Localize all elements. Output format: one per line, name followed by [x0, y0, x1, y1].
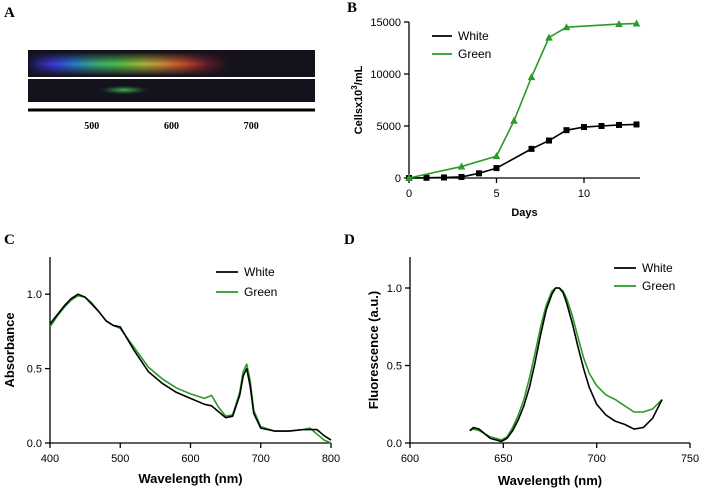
- x-tick-label: 600: [401, 453, 419, 465]
- panel-c: C 400 500 600 700 800 0.0 0.5 1.0 Wavelength (nm)…: [2, 232, 340, 486]
- legend-label-green: Green: [458, 47, 491, 61]
- data-point-white: [581, 124, 587, 131]
- y-axis-title-units: /mL: [353, 65, 365, 85]
- x-axis-title: Days: [511, 207, 537, 219]
- legend-label-white: White: [458, 29, 489, 43]
- green-light-spectrum-band: [96, 85, 152, 95]
- data-point-white: [476, 170, 482, 177]
- x-tick-label: 750: [681, 453, 699, 465]
- x-tick-label: 400: [41, 453, 59, 465]
- panel-a: A 500 600 700: [4, 5, 315, 132]
- panel-letter: B: [347, 0, 357, 16]
- data-point-green: [510, 116, 518, 124]
- panel-letter: C: [4, 232, 15, 248]
- data-point-green: [615, 20, 623, 28]
- y-axis-title: Cellsx103/mL: [350, 65, 365, 134]
- series-line-green: [408, 22, 637, 179]
- y-tick-label: 0.0: [27, 438, 42, 450]
- data-point-white: [493, 165, 500, 172]
- data-point-white: [528, 145, 535, 152]
- y-axis-title-main: Cellsx10: [353, 90, 365, 135]
- data-point-white: [546, 137, 552, 144]
- series-line-green: [49, 294, 332, 444]
- y-tick-label: 5000: [377, 121, 401, 133]
- y-axis-title: Absorbance: [2, 312, 17, 387]
- x-tick-label: 500: [111, 453, 129, 465]
- x-tick-label: 10: [578, 188, 590, 200]
- y-tick-label: 10000: [370, 69, 401, 81]
- data-point-green: [632, 19, 641, 27]
- series-line-white: [49, 293, 332, 441]
- spectrum-tick-label: 700: [244, 121, 259, 132]
- data-point-green: [492, 152, 501, 160]
- legend-label-white: White: [642, 261, 673, 275]
- x-axis-title: Wavelength (nm): [138, 471, 242, 486]
- x-tick-label: 800: [322, 453, 340, 465]
- x-tick-label: 5: [493, 188, 499, 200]
- data-point-white: [633, 121, 640, 128]
- panel-letter-a: A: [4, 5, 15, 21]
- y-tick-label: 0: [395, 173, 401, 185]
- x-tick-label: 700: [252, 453, 270, 465]
- panel-d: D 600 650 700 750 0.0 0.5 1.0 Wavelength (nm) Flu…: [344, 232, 699, 488]
- y-tick-label: 0.0: [387, 438, 402, 450]
- data-point-white: [441, 174, 447, 181]
- data-point-white: [616, 121, 622, 128]
- y-tick-label: 1.0: [27, 289, 42, 301]
- data-point-green: [562, 23, 571, 31]
- y-tick-label: 15000: [370, 17, 401, 29]
- x-tick-label: 0: [406, 188, 412, 200]
- x-tick-label: 600: [181, 453, 199, 465]
- spectrum-tick-label: 500: [84, 121, 99, 132]
- data-point-green: [545, 33, 553, 41]
- y-axis-title: Fluorescence (a.u.): [366, 291, 381, 409]
- panel-letter: D: [344, 232, 355, 248]
- data-point-green: [405, 174, 413, 181]
- series-line-white: [469, 287, 663, 443]
- white-light-spectrum-band: [28, 52, 315, 76]
- spectrum-tick-label: 600: [164, 121, 179, 132]
- y-tick-label: 0.5: [27, 364, 42, 376]
- green-light-spectrum-strip: [28, 79, 315, 102]
- x-tick-label: 650: [494, 453, 512, 465]
- y-axis-title-superscript: 3: [350, 85, 359, 90]
- legend-label-green: Green: [244, 285, 277, 299]
- data-point-white: [423, 174, 430, 181]
- legend-label-green: Green: [642, 279, 675, 293]
- panel-b: B 0 5 10 0 5000 10000 15000 Days Cellsx103/mL Whit…: [347, 0, 641, 219]
- x-axis-title: Wavelength (nm): [498, 473, 602, 488]
- data-point-white: [458, 173, 465, 180]
- series-line-green: [469, 287, 663, 441]
- x-tick-label: 700: [587, 453, 605, 465]
- data-point-white: [563, 127, 570, 134]
- data-point-green: [527, 73, 536, 81]
- y-tick-label: 1.0: [387, 283, 402, 295]
- y-tick-label: 0.5: [387, 361, 402, 373]
- legend-label-white: White: [244, 265, 275, 279]
- data-point-green: [457, 162, 466, 170]
- data-point-white: [598, 123, 605, 129]
